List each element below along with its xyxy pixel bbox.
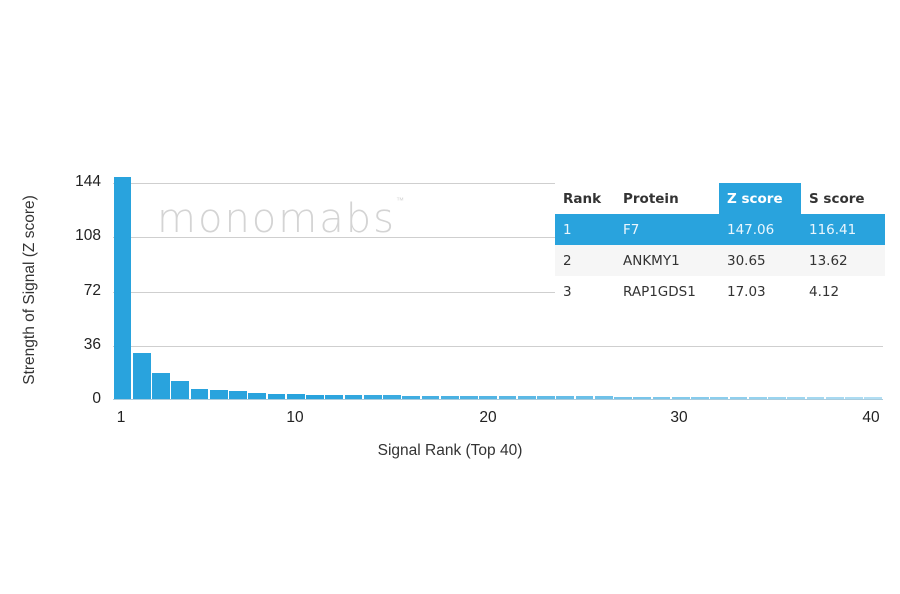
cell-rank: 3 bbox=[563, 283, 572, 300]
bar-rank-39 bbox=[845, 397, 863, 399]
header-s-score: S score bbox=[809, 190, 865, 207]
y-tick-144: 144 bbox=[75, 173, 101, 190]
bar-rank-31 bbox=[691, 396, 709, 399]
x-tick-1: 1 bbox=[116, 409, 126, 426]
bar-rank-14 bbox=[363, 395, 382, 399]
x-tick-40: 40 bbox=[862, 409, 880, 426]
bar-rank-8 bbox=[248, 392, 266, 399]
cell-s-score: 13.62 bbox=[809, 252, 848, 269]
bar-rank-7 bbox=[229, 390, 247, 399]
gridline-108 bbox=[113, 237, 883, 238]
plot-area bbox=[113, 150, 883, 400]
bar-rank-37 bbox=[806, 397, 825, 399]
gridline-36 bbox=[113, 346, 883, 347]
bar-rank-9 bbox=[267, 394, 286, 399]
header-protein: Protein bbox=[623, 190, 679, 207]
y-tick-0: 0 bbox=[92, 390, 101, 407]
y-tick-72: 72 bbox=[83, 282, 101, 299]
bar-rank-40 bbox=[864, 397, 882, 399]
bar-rank-30 bbox=[671, 396, 690, 399]
cell-z-score: 147.06 bbox=[727, 221, 775, 238]
cell-z-score: 30.65 bbox=[727, 252, 766, 269]
bar-rank-35 bbox=[768, 397, 786, 399]
x-axis-baseline bbox=[113, 399, 883, 400]
bar-rank-34 bbox=[748, 396, 767, 399]
cell-s-score: 116.41 bbox=[809, 221, 857, 238]
bar-rank-20 bbox=[479, 396, 497, 399]
bar-rank-29 bbox=[652, 396, 671, 399]
cell-rank: 2 bbox=[563, 252, 572, 269]
cell-rank: 1 bbox=[563, 221, 572, 238]
bar-rank-12 bbox=[325, 394, 343, 399]
x-axis-label: Signal Rank (Top 40) bbox=[377, 442, 523, 459]
bar-rank-19 bbox=[460, 396, 478, 399]
gridline-72 bbox=[113, 292, 883, 293]
y-axis-label: Strength of Signal (Z score) bbox=[21, 195, 38, 385]
y-tick-108: 108 bbox=[75, 227, 101, 244]
bar-rank-13 bbox=[344, 395, 363, 399]
top-proteins-table: Rank Protein Z score S score 1 F7 147.06… bbox=[555, 183, 885, 307]
bar-rank-10 bbox=[286, 394, 305, 399]
bar-rank-22 bbox=[517, 396, 536, 399]
bar-rank-15 bbox=[383, 395, 401, 399]
bar-rank-23 bbox=[537, 396, 555, 399]
table-row: 2 ANKMY1 30.65 13.62 bbox=[555, 245, 885, 276]
monomabs-watermark: monomabs™ bbox=[157, 196, 406, 242]
bar-rank-16 bbox=[402, 395, 420, 399]
x-tick-20: 20 bbox=[479, 409, 497, 426]
cell-protein: ANKMY1 bbox=[623, 252, 680, 269]
bar-rank-38 bbox=[825, 397, 844, 399]
bar-rank-24 bbox=[556, 396, 574, 399]
header-rank: Rank bbox=[563, 190, 602, 207]
y-tick-36: 36 bbox=[83, 336, 101, 353]
cell-s-score: 4.12 bbox=[809, 283, 840, 300]
cell-protein: RAP1GDS1 bbox=[623, 283, 696, 300]
bar-rank-26 bbox=[594, 396, 613, 399]
bar-rank-25 bbox=[575, 396, 594, 399]
table-row: 3 RAP1GDS1 17.03 4.12 bbox=[555, 276, 885, 307]
bar-rank-21 bbox=[498, 396, 517, 399]
bar-rank-3 bbox=[152, 373, 170, 399]
bar-rank-17 bbox=[421, 395, 440, 399]
bar-rank-1 bbox=[113, 177, 132, 399]
cell-z-score: 17.03 bbox=[727, 283, 766, 300]
header-z-score: Z score bbox=[719, 183, 801, 214]
table-header-row: Rank Protein Z score S score bbox=[555, 183, 885, 214]
x-tick-30: 30 bbox=[670, 409, 688, 426]
bar-rank-6 bbox=[209, 389, 228, 399]
bar-rank-11 bbox=[306, 394, 324, 399]
bar-rank-28 bbox=[633, 396, 651, 399]
table-row: 1 F7 147.06 116.41 bbox=[555, 214, 885, 245]
bar-rank-36 bbox=[787, 397, 805, 399]
bar-rank-33 bbox=[729, 396, 748, 399]
bar-rank-2 bbox=[132, 352, 151, 399]
x-tick-10: 10 bbox=[286, 409, 304, 426]
gridline-144 bbox=[113, 183, 883, 184]
bar-rank-27 bbox=[614, 396, 632, 399]
cell-protein: F7 bbox=[623, 221, 640, 238]
bar-rank-32 bbox=[710, 396, 728, 399]
bar-rank-18 bbox=[440, 395, 459, 399]
bar-rank-5 bbox=[190, 389, 209, 399]
bar-rank-4 bbox=[171, 380, 189, 399]
